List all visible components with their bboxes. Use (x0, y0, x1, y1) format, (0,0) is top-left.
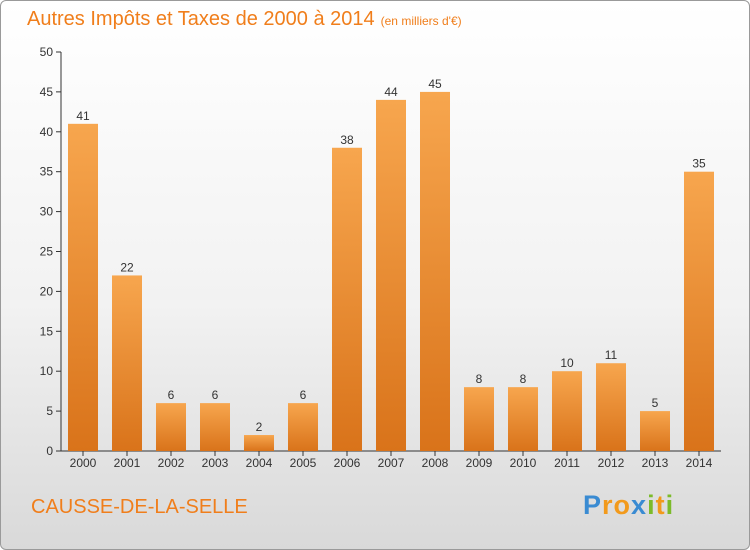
y-tick-label: 30 (40, 205, 54, 219)
x-tick-label: 2007 (378, 456, 405, 470)
value-label: 2 (256, 420, 263, 434)
title-text: Autres Impôts et Taxes de 2000 à 2014 (27, 8, 375, 30)
logo-letter: t (655, 490, 666, 520)
bar (420, 91, 450, 452)
value-label: 8 (520, 372, 527, 386)
bar (464, 387, 494, 451)
value-label: 11 (605, 348, 618, 362)
bars (68, 91, 714, 452)
y-tick-label: 50 (40, 45, 54, 59)
bar (640, 411, 670, 451)
y-tick-label: 5 (46, 404, 53, 418)
bar (508, 387, 538, 451)
value-label: 6 (300, 388, 307, 402)
value-label: 38 (340, 133, 354, 147)
value-label: 10 (560, 356, 574, 370)
y-tick-label: 25 (40, 245, 54, 259)
value-label: 45 (428, 77, 442, 91)
title-unit: (en milliers d'€) (380, 14, 462, 28)
x-tick-label: 2008 (422, 456, 449, 470)
bar (552, 371, 582, 451)
bar (200, 403, 230, 451)
value-label: 44 (384, 85, 398, 99)
x-tick-label: 2002 (158, 456, 185, 470)
y-tick-label: 40 (40, 125, 54, 139)
x-tick-label: 2009 (466, 456, 493, 470)
value-labels: 41 22 6 6 2 6 38 44 45 8 8 10 11 5 35 (76, 77, 706, 434)
y-tick-label: 20 (40, 284, 54, 298)
x-tick-label: 2014 (686, 456, 713, 470)
bar (112, 275, 142, 451)
bar (156, 403, 186, 451)
bar (244, 435, 274, 451)
value-label: 6 (212, 388, 219, 402)
x-tick-label: 2010 (510, 456, 537, 470)
value-label: 8 (476, 372, 483, 386)
x-tick-label: 2012 (598, 456, 625, 470)
x-tick-label: 2006 (334, 456, 361, 470)
logo-letter: r (602, 490, 614, 520)
value-label: 35 (692, 157, 706, 171)
x-axis: 2000 2001 2002 2003 2004 2005 2006 2007 2008 2009… (61, 450, 721, 470)
y-axis: 0 5 10 15 20 25 30 35 40 45 50 (40, 45, 62, 458)
bar (376, 99, 406, 451)
y-tick-label: 0 (46, 444, 53, 458)
x-tick-label: 2011 (554, 456, 580, 470)
bar (332, 147, 362, 451)
y-tick-label: 15 (40, 324, 54, 338)
y-tick-label: 10 (40, 364, 54, 378)
proxiti-logo: Proxiti (583, 490, 674, 521)
city-name: CAUSSE-DE-LA-SELLE (31, 496, 248, 518)
x-tick-label: 2001 (114, 456, 141, 470)
x-tick-label: 2013 (642, 456, 669, 470)
x-tick-label: 2004 (246, 456, 273, 470)
value-label: 22 (120, 260, 134, 274)
chart-title: Autres Impôts et Taxes de 2000 à 2014 (en… (27, 8, 462, 31)
logo-letter: P (583, 490, 603, 520)
logo-letter: o (613, 490, 632, 520)
logo-letter: i (665, 490, 675, 520)
bar (596, 363, 626, 451)
y-tick-label: 35 (40, 165, 54, 179)
value-label: 5 (652, 396, 659, 410)
x-tick-label: 2003 (202, 456, 229, 470)
bar (288, 403, 318, 451)
x-tick-label: 2000 (70, 456, 97, 470)
bar (684, 171, 714, 451)
x-tick-label: 2005 (290, 456, 317, 470)
bar (68, 123, 98, 451)
y-tick-label: 45 (40, 85, 54, 99)
value-label: 6 (168, 388, 175, 402)
value-label: 41 (76, 109, 90, 123)
logo-letter: x (631, 490, 648, 520)
logo-letter: i (647, 490, 656, 520)
